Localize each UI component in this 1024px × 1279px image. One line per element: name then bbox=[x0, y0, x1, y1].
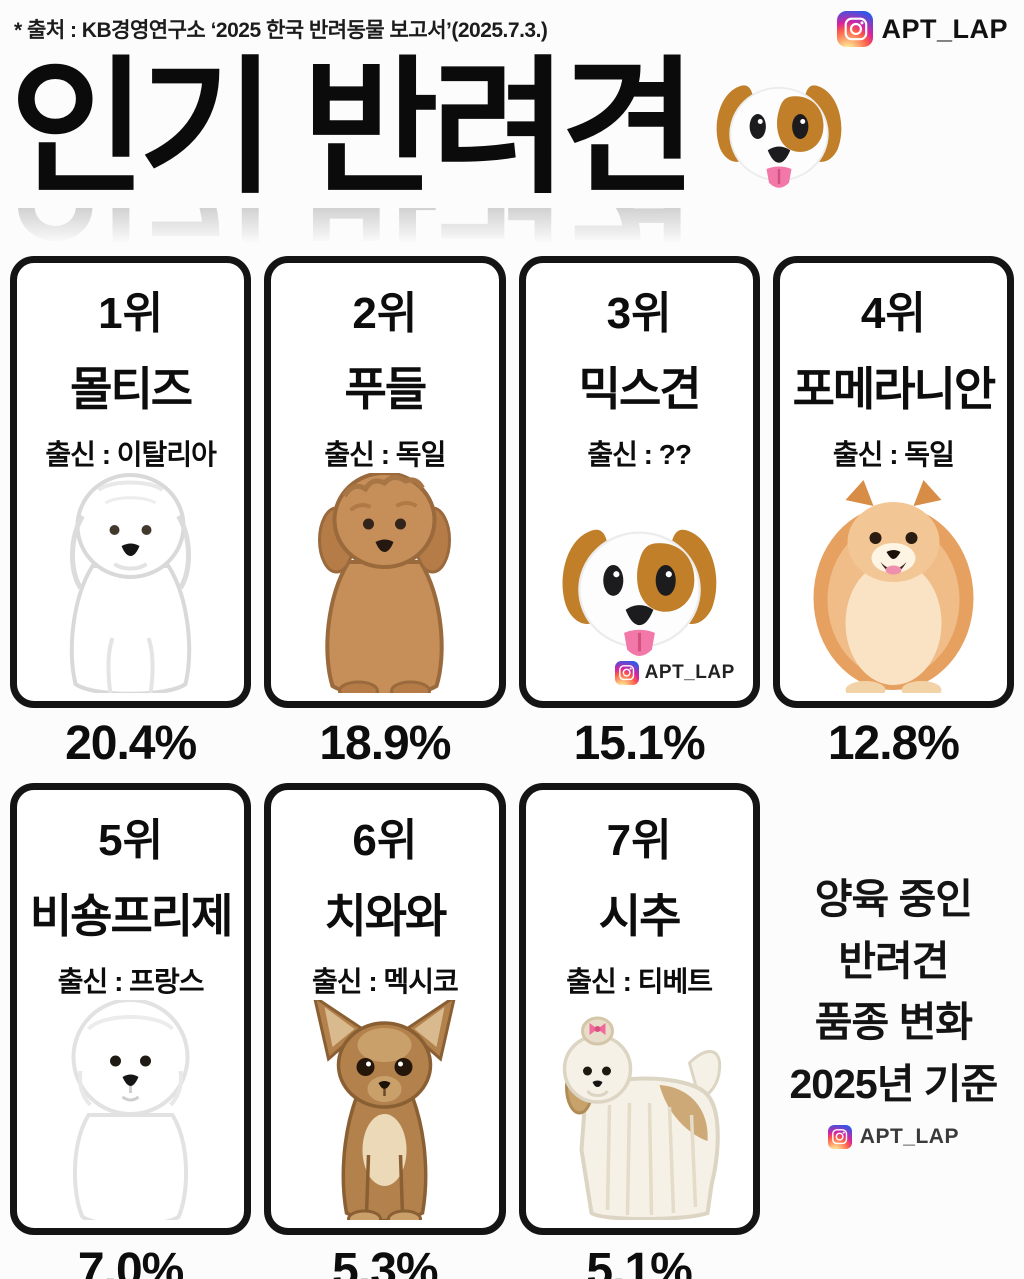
chihuahua-photo bbox=[277, 1000, 492, 1220]
card-cell-poodle: 2위 푸들 출신 : 독일 18.9% bbox=[264, 256, 506, 777]
card-rank1: 1위 몰티즈 출신 : 이탈리아 bbox=[10, 256, 252, 708]
percentage-value: 7.0% bbox=[77, 1244, 184, 1279]
card-rank4: 4위 포메라니안 출신 : 독일 bbox=[772, 256, 1014, 708]
side-note-line: 반려견 bbox=[838, 937, 949, 984]
instagram-handle: APT_LAP bbox=[859, 1125, 959, 1148]
side-note-line: 양육 중인 bbox=[814, 876, 973, 922]
card-rank3: 3위 믹스견 출신 : ?? bbox=[518, 256, 760, 708]
title-row: 인기 반려견 bbox=[0, 48, 1024, 208]
card-cell-maltese: 1위 몰티즈 출신 : 이탈리아 20.4% bbox=[10, 256, 252, 777]
dog-emoji-photo: APT_LAP bbox=[532, 473, 747, 693]
card-rank5: 5위 비숑프리제 출신 : 프랑스 bbox=[10, 783, 252, 1235]
origin-label: 출신 : ?? bbox=[587, 439, 692, 470]
breed-name: 포메라니안 bbox=[792, 363, 997, 415]
maltese-photo bbox=[23, 473, 238, 693]
bichon-photo bbox=[23, 1000, 238, 1220]
cards-row-2: 5위 비숑프리제 출신 : 프랑스 7.0% 6위 치와와 출신 : 멕시코 bbox=[0, 777, 1024, 1279]
percentage-value: 12.8% bbox=[827, 717, 960, 770]
card-cell-pomeranian: 4위 포메라니안 출신 : 독일 bbox=[772, 256, 1014, 777]
pomeranian-photo bbox=[786, 473, 1001, 693]
breed-name: 비숑프리제 bbox=[29, 890, 234, 942]
breed-name: 치와와 bbox=[324, 890, 447, 942]
breed-name: 몰티즈 bbox=[70, 363, 193, 415]
card-rank6: 6위 치와와 출신 : 멕시코 bbox=[264, 783, 506, 1235]
instagram-icon bbox=[614, 661, 639, 685]
percentage-value: 20.4% bbox=[65, 717, 197, 770]
card-rank7: 7위 시추 출신 : 티베트 bbox=[518, 783, 760, 1235]
origin-label: 출신 : 독일 bbox=[324, 439, 446, 470]
card-cell-bichon: 5위 비숑프리제 출신 : 프랑스 7.0% bbox=[10, 783, 252, 1279]
instagram-icon bbox=[827, 1125, 852, 1149]
rank-label: 4위 bbox=[860, 289, 926, 338]
percentage-value: 15.1% bbox=[573, 717, 706, 770]
instagram-icon bbox=[837, 11, 874, 47]
card-rank2: 2위 푸들 출신 : 독일 bbox=[264, 256, 506, 708]
card-cell-chihuahua: 6위 치와와 출신 : 멕시코 bbox=[264, 783, 506, 1279]
origin-label: 출신 : 이탈리아 bbox=[45, 439, 216, 470]
rank-label: 2위 bbox=[352, 289, 418, 338]
poodle-photo bbox=[277, 473, 492, 693]
top-bar: * 출처 : KB경영연구소 ‘2025 한국 반려동물 보고서’(2025.7… bbox=[0, 0, 1024, 48]
rank-label: 6위 bbox=[352, 816, 418, 865]
breed-name: 시추 bbox=[598, 890, 682, 942]
instagram-handle: APT_LAP bbox=[881, 13, 1008, 44]
side-note-cell: 양육 중인 반려견 품종 변화 2025년 기준 APT_LAP bbox=[773, 783, 1014, 1279]
percentage-value: 18.9% bbox=[319, 717, 451, 770]
page-title: 인기 반려견 bbox=[10, 46, 697, 211]
origin-label: 출신 : 독일 bbox=[832, 439, 955, 470]
card-watermark: APT_LAP bbox=[614, 661, 735, 685]
card-cell-shihtzu: 7위 시추 출신 : 티베트 bbox=[518, 783, 760, 1279]
percentage-value: 5.3% bbox=[332, 1244, 438, 1279]
instagram-badge: APT_LAP bbox=[827, 1125, 959, 1149]
instagram-handle: APT_LAP bbox=[644, 662, 735, 683]
rank-label: 1위 bbox=[98, 289, 164, 338]
side-note-line: 품종 변화 bbox=[814, 999, 973, 1045]
origin-label: 출신 : 프랑스 bbox=[57, 966, 205, 997]
rank-label: 3위 bbox=[606, 289, 672, 338]
origin-label: 출신 : 티베트 bbox=[566, 966, 713, 997]
rank-label: 7위 bbox=[606, 816, 672, 865]
instagram-badge: APT_LAP bbox=[837, 11, 1008, 47]
side-note-line: 2025년 기준 bbox=[789, 1060, 998, 1107]
origin-label: 출신 : 멕시코 bbox=[312, 966, 459, 997]
dog-face-emoji-icon bbox=[716, 85, 842, 188]
percentage-value: 5.1% bbox=[586, 1244, 692, 1279]
cards-row-1: 1위 몰티즈 출신 : 이탈리아 20.4% bbox=[0, 250, 1024, 777]
rank-label: 5위 bbox=[98, 816, 164, 865]
breed-name: 푸들 bbox=[344, 363, 428, 415]
card-cell-mixed: 3위 믹스견 출신 : ?? bbox=[518, 256, 760, 777]
source-citation: * 출처 : KB경영연구소 ‘2025 한국 반려동물 보고서’(2025.7… bbox=[14, 19, 548, 42]
side-note: 양육 중인 반려견 품종 변화 2025년 기준 APT_LAP bbox=[773, 783, 1014, 1235]
shihtzu-photo bbox=[532, 1000, 747, 1220]
breed-name: 믹스견 bbox=[578, 363, 702, 415]
title-reflection: 인기 반려견 bbox=[0, 208, 1024, 250]
